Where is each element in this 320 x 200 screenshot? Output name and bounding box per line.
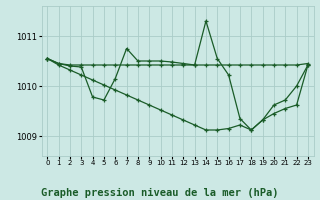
Text: Graphe pression niveau de la mer (hPa): Graphe pression niveau de la mer (hPa) bbox=[41, 188, 279, 198]
